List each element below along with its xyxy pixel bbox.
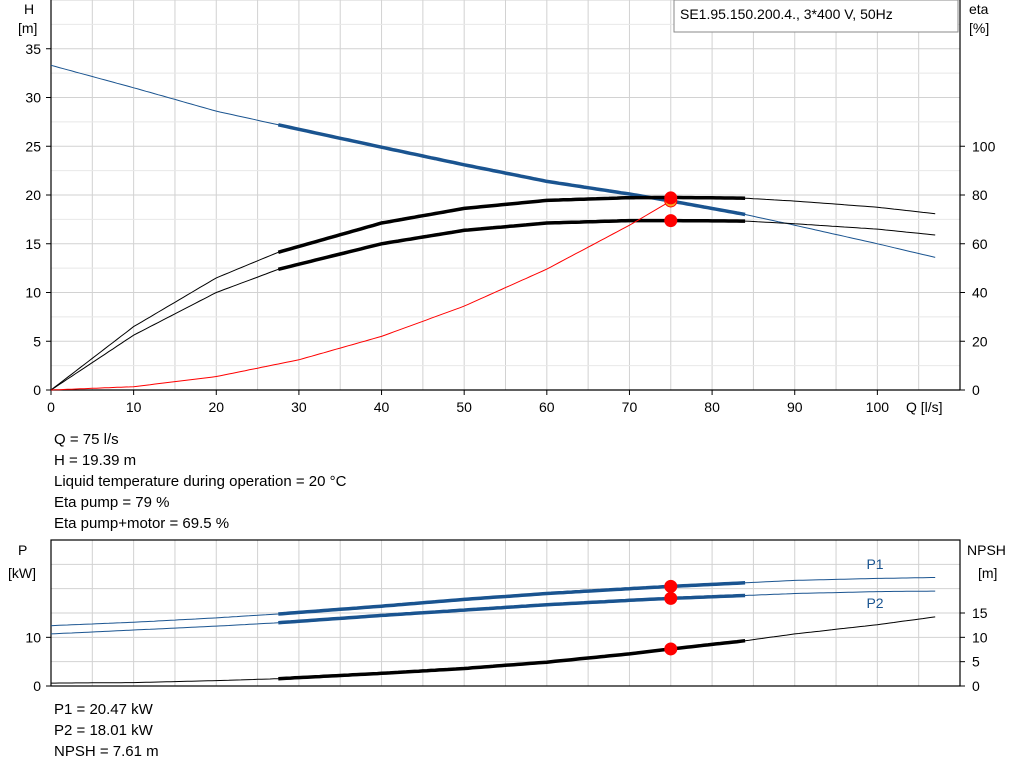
top-x-tick-label: 20 bbox=[208, 399, 224, 415]
top-system-line bbox=[50, 200, 672, 391]
top-x-tick-label: 60 bbox=[539, 399, 555, 415]
info-p2: P2 = 18.01 kW bbox=[54, 722, 153, 739]
series-label-p2: P2 bbox=[866, 595, 883, 611]
top-x-tick-label: 100 bbox=[866, 399, 890, 415]
top-duty-point bbox=[664, 191, 678, 205]
top-x-tick-label: 50 bbox=[456, 399, 472, 415]
info-liquid-temperature: Liquid temperature during operation = 20… bbox=[54, 473, 347, 490]
bottom-right-tick-label: 10 bbox=[972, 629, 988, 645]
top-left-tick-label: 5 bbox=[33, 333, 41, 349]
bottom-left-axis-label: P bbox=[18, 542, 27, 558]
top-x-tick-label: 30 bbox=[291, 399, 307, 415]
top-left-axis-unit: [m] bbox=[18, 20, 37, 36]
info-eta-pump: Eta pump = 79 % bbox=[54, 494, 170, 511]
info-npsh: NPSH = 7.61 m bbox=[54, 743, 159, 760]
bottom-left-tick-label: 10 bbox=[25, 629, 41, 645]
top-x-tick-label: 0 bbox=[47, 399, 55, 415]
top-x-tick-label: 10 bbox=[126, 399, 142, 415]
top-right-tick-label: 100 bbox=[972, 138, 996, 154]
top-x-tick-label: 70 bbox=[622, 399, 638, 415]
bottom-duty-point bbox=[664, 642, 678, 656]
title-box bbox=[673, 0, 959, 33]
bottom-right-axis-label: NPSH bbox=[967, 542, 1006, 558]
top-left-axis-label: H bbox=[24, 1, 34, 17]
top-left-tick-label: 30 bbox=[25, 90, 41, 106]
top-eta_pump_motor-operating-range bbox=[277, 218, 746, 272]
top-right-tick-label: 60 bbox=[972, 236, 988, 252]
top-right-tick-label: 0 bbox=[972, 382, 980, 398]
top-left-tick-label: 0 bbox=[33, 382, 41, 398]
operating-point-info: Q = 75 l/s H = 19.39 m Liquid temperatur… bbox=[54, 429, 346, 534]
top-right-tick-label: 80 bbox=[972, 187, 988, 203]
top-right-tick-label: 40 bbox=[972, 285, 988, 301]
top-x-tick-label: 90 bbox=[787, 399, 803, 415]
info-eta-pump-motor: Eta pump+motor = 69.5 % bbox=[54, 515, 230, 532]
top-chart-grid bbox=[50, 0, 960, 390]
bottom-left-tick-label: 0 bbox=[33, 678, 41, 694]
info-p1: P1 = 20.47 kW bbox=[54, 701, 153, 718]
bottom-left-axis-unit: [kW] bbox=[8, 565, 36, 581]
top-left-tick-label: 25 bbox=[25, 138, 41, 154]
bottom-duty-point bbox=[664, 579, 678, 593]
top-x-tick-label: 80 bbox=[704, 399, 720, 415]
top-left-tick-label: 10 bbox=[25, 285, 41, 301]
top-x-axis-label: Q [l/s] bbox=[906, 399, 943, 415]
top-left-tick-label: 15 bbox=[25, 236, 41, 252]
bottom-duty-point bbox=[664, 591, 678, 605]
power-info: P1 = 20.47 kW P2 = 18.01 kW NPSH = 7.61 … bbox=[54, 699, 159, 762]
info-flow: Q = 75 l/s bbox=[54, 431, 119, 448]
top-left-tick-label: 20 bbox=[25, 187, 41, 203]
top-right-axis-label: eta bbox=[969, 1, 989, 17]
top-eta_pump_motor-line bbox=[50, 220, 936, 391]
bottom-right-tick-label: 15 bbox=[972, 605, 988, 621]
info-head: H = 19.39 m bbox=[54, 452, 137, 469]
chart-title: SE1.95.150.200.4., 3*400 V, 50Hz bbox=[680, 6, 893, 22]
top-right-axis-unit: [%] bbox=[969, 20, 989, 36]
top-left-tick-label: 35 bbox=[25, 41, 41, 57]
top-right-tick-label: 20 bbox=[972, 333, 988, 349]
series-label-p1: P1 bbox=[866, 556, 883, 572]
top-duty-point bbox=[664, 214, 678, 228]
bottom-NPSH-line bbox=[51, 616, 936, 684]
bottom-right-tick-label: 5 bbox=[972, 654, 980, 670]
bottom-right-axis-unit: [m] bbox=[978, 565, 997, 581]
top-x-tick-label: 40 bbox=[374, 399, 390, 415]
bottom-P1-line bbox=[50, 577, 936, 627]
bottom-right-tick-label: 0 bbox=[972, 678, 980, 694]
